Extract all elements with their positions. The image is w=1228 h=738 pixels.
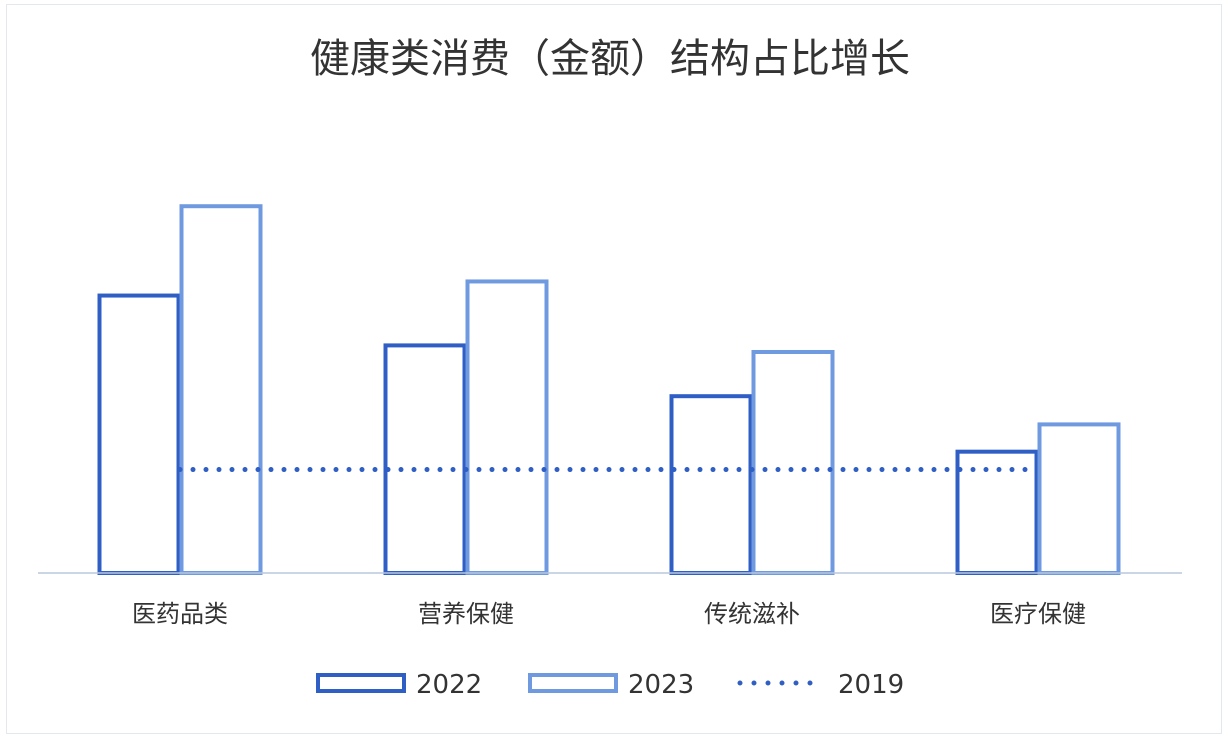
category-label-2: 营养保健 <box>418 600 514 628</box>
chart-title: 健康类消费（金额）结构占比增长 <box>310 36 910 82</box>
legend-label-2019: 2019 <box>838 670 904 700</box>
bar-2023-2 <box>465 279 549 575</box>
legend-label-2022: 2022 <box>416 670 482 700</box>
bar-2023-4 <box>1037 422 1121 575</box>
bar-layer <box>97 204 1121 576</box>
bar-2022-2 <box>383 343 467 575</box>
bar-2023-1 <box>179 204 263 575</box>
category-label-3: 传统滋补 <box>704 600 800 628</box>
legend: 2022 2023 2019 <box>316 670 904 700</box>
legend-label-2023: 2023 <box>628 670 694 700</box>
bar-2023-3 <box>751 349 835 575</box>
legend-swatch-2022 <box>316 673 406 693</box>
bar-2022-1 <box>97 293 181 575</box>
bar-2022-3 <box>669 394 753 576</box>
category-labels: 医药品类 营养保健 传统滋补 医疗保健 <box>132 600 1086 628</box>
category-label-4: 医疗保健 <box>990 600 1086 628</box>
legend-swatch-2023 <box>528 673 618 693</box>
category-label-1: 医药品类 <box>132 600 228 628</box>
